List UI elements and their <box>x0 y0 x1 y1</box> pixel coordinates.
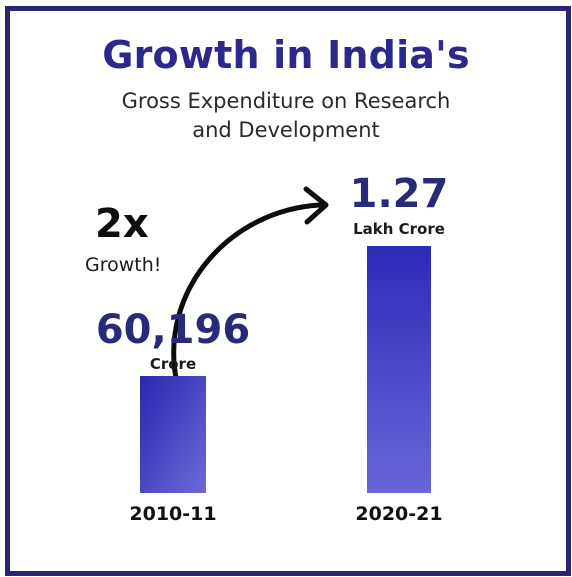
value-label-2010-11: 60,196 <box>95 307 251 353</box>
subtitle-line-1: Gross Expenditure on Research <box>121 89 451 113</box>
bar-2010-11 <box>140 376 206 493</box>
growth-multiplier: 2x <box>95 201 149 247</box>
category-label-2010-11: 2010-11 <box>129 503 217 525</box>
arrow-head <box>303 186 329 225</box>
category-label-2020-21: 2020-21 <box>355 503 443 525</box>
unit-label-2010-11: Crore <box>149 355 197 373</box>
chart-subtitle: Gross Expenditure on Research and Develo… <box>0 87 572 145</box>
growth-arrow <box>171 202 323 381</box>
value-label-2020-21: 1.27 <box>349 171 449 217</box>
unit-label-2020-21: Lakh Crore <box>353 220 445 238</box>
growth-label: Growth! <box>85 254 162 276</box>
chart-title: Growth in India's <box>102 33 470 77</box>
card-frame <box>5 6 571 576</box>
subtitle-line-2: and Development <box>192 118 380 142</box>
bar-2020-21 <box>367 246 431 493</box>
